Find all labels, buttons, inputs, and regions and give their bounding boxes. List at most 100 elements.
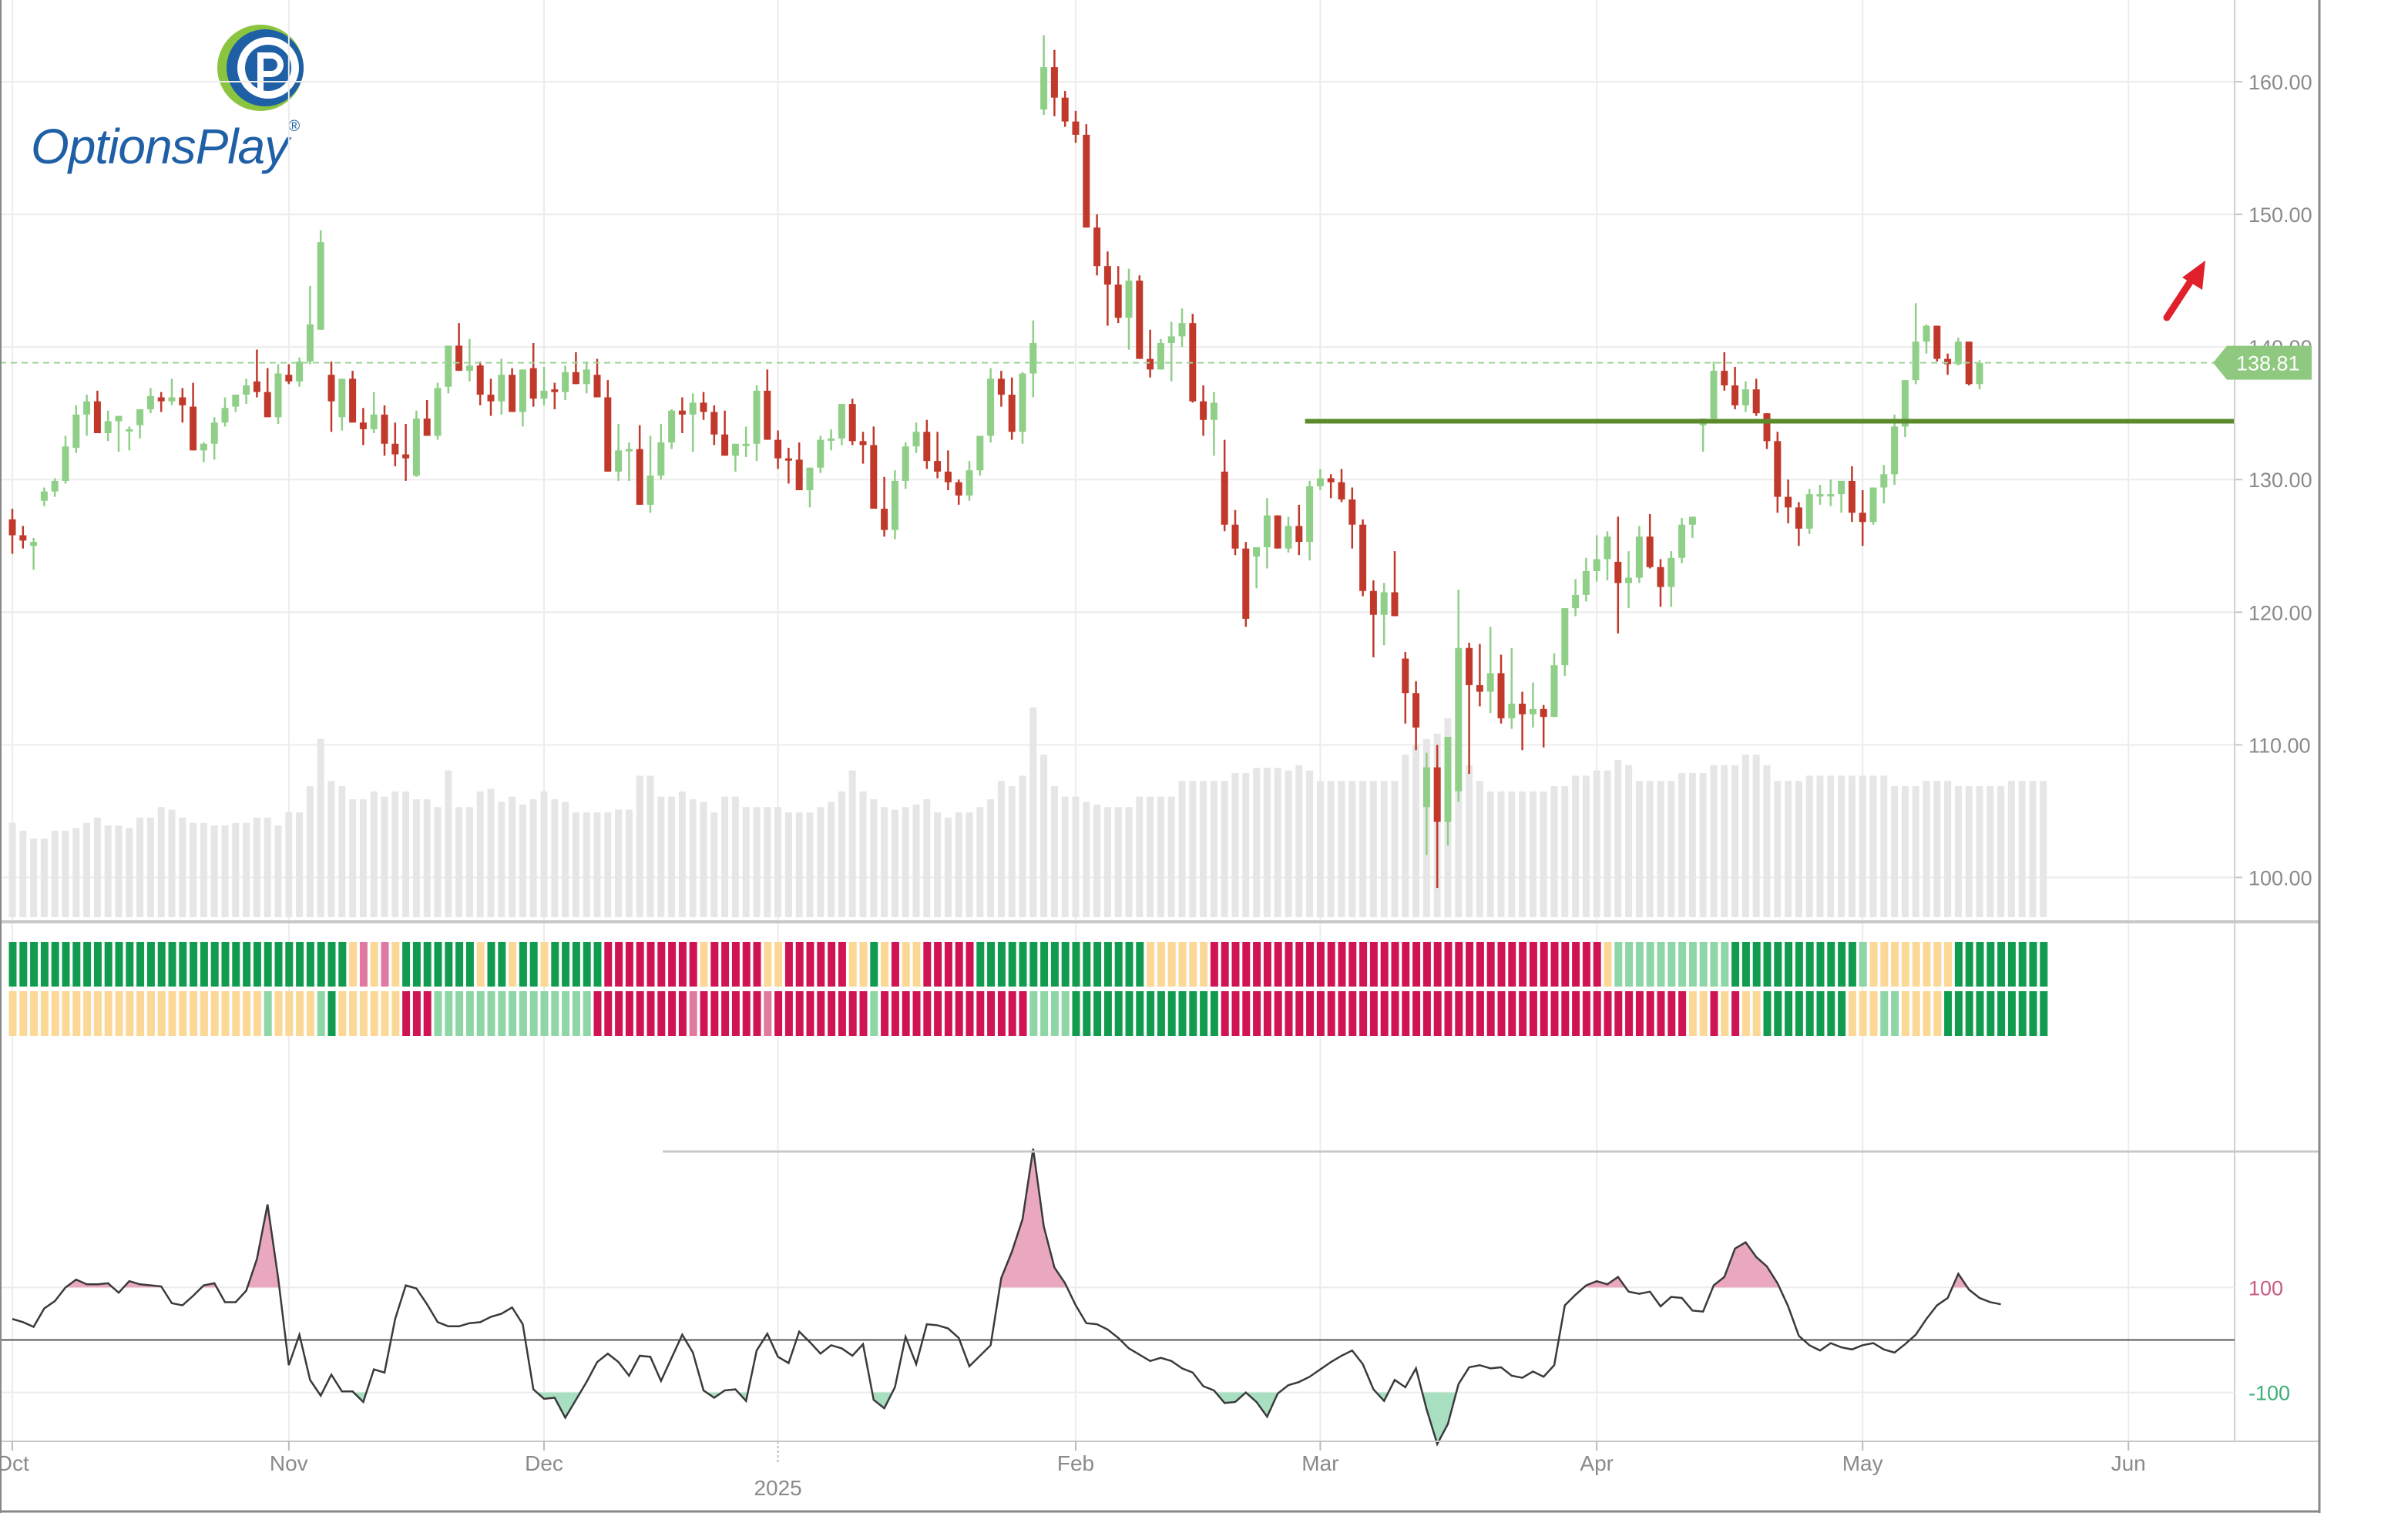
heatmap-cell: [1210, 942, 1218, 987]
heatmap-cell: [1391, 991, 1399, 1036]
heatmap-cell: [997, 942, 1006, 987]
heatmap-cell: [445, 942, 453, 987]
heatmap-cell: [572, 991, 580, 1036]
heatmap-cell: [742, 991, 751, 1036]
candle-body: [1327, 478, 1335, 482]
heatmap-cell: [1731, 991, 1740, 1036]
heatmap-cell: [593, 991, 602, 1036]
candle-body: [434, 388, 442, 436]
candle-body: [40, 491, 48, 501]
candle-body: [1657, 567, 1664, 587]
candle-body: [232, 395, 240, 407]
heatmap-cell: [1348, 942, 1357, 987]
heatmap-cell: [1497, 942, 1506, 987]
heatmap-cell: [264, 991, 272, 1036]
candle-body: [445, 345, 452, 387]
x-tick-label: Apr: [1580, 1451, 1614, 1475]
candle-body: [572, 372, 579, 385]
heatmap-cell: [1486, 991, 1495, 1036]
heatmap-cell: [62, 991, 70, 1036]
volume-bar: [742, 807, 750, 917]
volume-bar: [2007, 781, 2015, 917]
heatmap-cell: [1869, 942, 1878, 987]
heatmap-cell: [1072, 942, 1080, 987]
heatmap-cell: [774, 942, 783, 987]
heatmap-cell: [1008, 942, 1016, 987]
volume-bar: [1741, 755, 1749, 917]
volume-bar: [1136, 796, 1144, 917]
heatmap-cell: [1848, 942, 1856, 987]
heatmap-cell: [1380, 942, 1389, 987]
volume-bar: [731, 796, 739, 917]
volume-bar: [1338, 781, 1345, 917]
heatmap-cell: [1635, 991, 1644, 1036]
candle-body: [476, 365, 484, 395]
heatmap-cell: [806, 991, 814, 1036]
brand-name: OptionsPlay: [31, 119, 289, 174]
heatmap-cell: [1242, 942, 1251, 987]
candle-body: [243, 385, 250, 395]
volume-bar: [115, 825, 123, 917]
heatmap-cell: [700, 942, 708, 987]
volume-bar: [1103, 807, 1111, 917]
heatmap-cell: [838, 942, 846, 987]
heatmap-cell: [40, 991, 49, 1036]
candle-body: [881, 509, 888, 530]
candle-body: [753, 390, 761, 444]
volume-bar: [412, 799, 420, 917]
volume-bar: [976, 807, 984, 917]
heatmap-cell: [1529, 942, 1537, 987]
candle-body: [1476, 684, 1483, 692]
volume-bar: [1125, 807, 1133, 917]
heatmap-cell: [859, 942, 868, 987]
heatmap-cell: [1306, 942, 1315, 987]
volume-bar: [1869, 775, 1877, 917]
heatmap-cell: [370, 942, 378, 987]
candle-body: [1827, 494, 1835, 497]
volume-bar: [1540, 791, 1547, 917]
volume-bar: [1678, 773, 1686, 917]
candle-body: [1795, 507, 1802, 529]
volume-bar: [1147, 796, 1154, 917]
heatmap-cell: [1242, 991, 1251, 1036]
heatmap-cell: [412, 991, 421, 1036]
heatmap-cell: [146, 991, 155, 1036]
candle-body: [1242, 548, 1250, 619]
heatmap-cell: [274, 991, 283, 1036]
date-x-axis: Oct Nov Dec 2025 Feb Mar Apr May Jun: [0, 1441, 2319, 1500]
candle-body: [1912, 341, 1919, 381]
heatmap-cell: [1625, 942, 1634, 987]
volume-bar: [774, 807, 782, 917]
heatmap-cell: [1699, 991, 1708, 1036]
volume-bar: [210, 825, 218, 917]
heatmap-cell: [200, 991, 208, 1036]
heatmap-cell: [168, 991, 176, 1036]
heatmap-cell: [476, 942, 485, 987]
heatmap-cell: [1646, 991, 1654, 1036]
heatmap-cell: [1529, 991, 1537, 1036]
candle-body: [274, 373, 282, 418]
volume-bar: [764, 807, 771, 917]
heatmap-cell: [1688, 991, 1697, 1036]
candle-body: [1529, 708, 1536, 714]
volume-bar: [1954, 786, 1962, 917]
heatmap-cell: [1412, 991, 1421, 1036]
volume-bar: [402, 791, 410, 917]
cci-tick-label: 100: [2248, 1276, 2283, 1299]
candle-body: [1933, 325, 1941, 359]
optionsplay-p-logo-icon: [217, 25, 304, 111]
cci-overbought-fill: [999, 1148, 1067, 1288]
heatmap-cell: [1678, 991, 1687, 1036]
heatmap-cell: [1147, 942, 1155, 987]
volume-bar: [1019, 775, 1026, 917]
candle-body: [1774, 441, 1782, 497]
volume-bar: [296, 812, 304, 917]
candle-body: [944, 471, 952, 482]
heatmap-cell: [1061, 942, 1070, 987]
heatmap-cell: [795, 991, 804, 1036]
candle-body: [987, 378, 995, 436]
candle-body: [1604, 536, 1611, 560]
heatmap-cell: [700, 991, 708, 1036]
volume-bar: [93, 817, 101, 917]
heatmap-cell: [1114, 991, 1123, 1036]
